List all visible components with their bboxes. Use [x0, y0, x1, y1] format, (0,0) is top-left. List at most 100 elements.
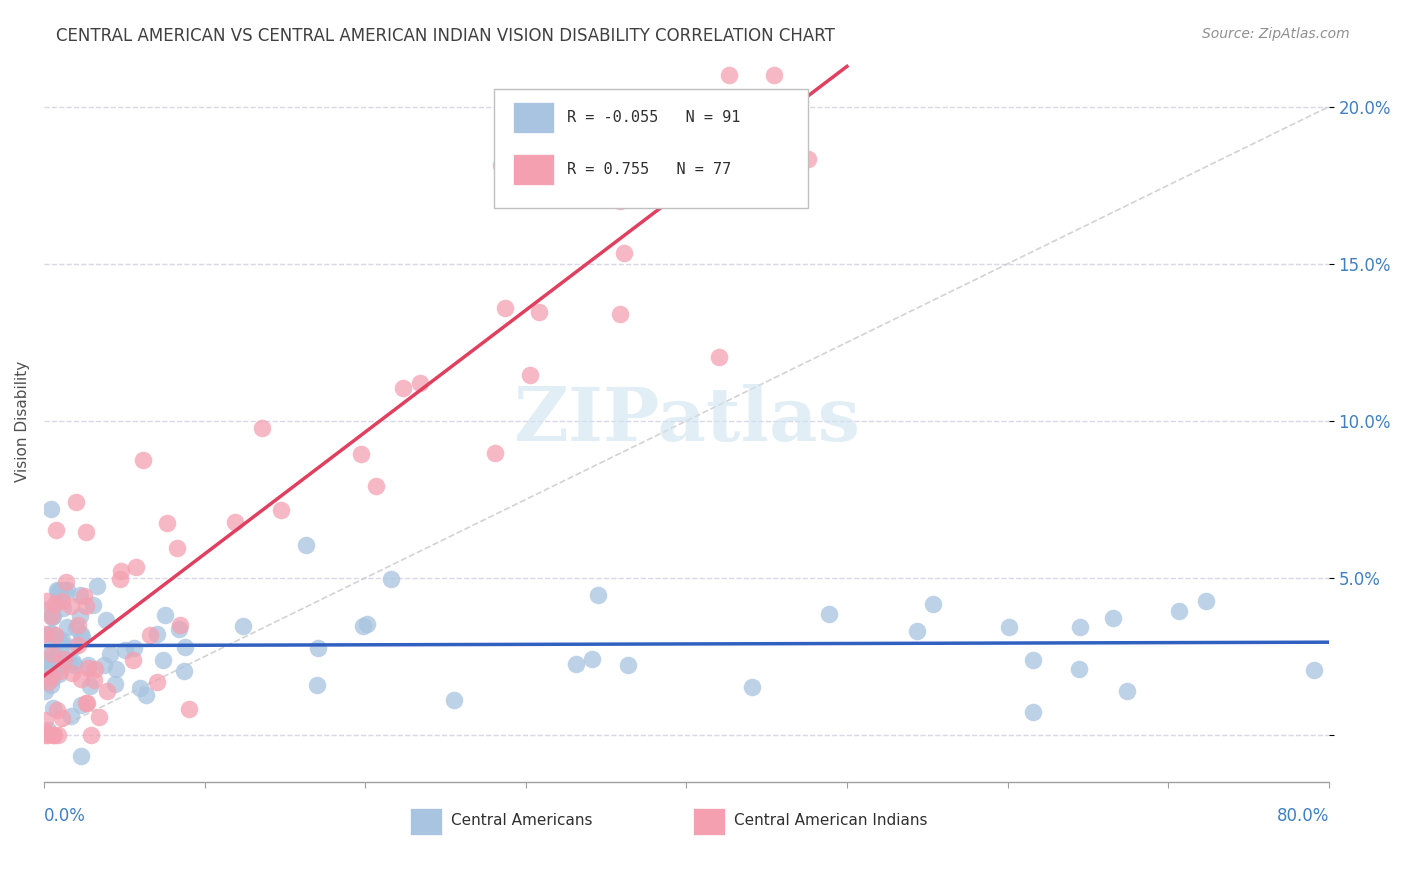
Point [41, 626, 63, 640]
Text: ZIPatlas: ZIPatlas [513, 384, 860, 458]
Point [93, 657, 115, 672]
Bar [513, 103, 554, 133]
Point [60, 708, 83, 723]
Point [48, 648, 70, 663]
Point [135, 688, 157, 702]
Point [80, 728, 103, 742]
Point [48, 667, 70, 681]
Point [352, 619, 374, 633]
Point [86, 579, 108, 593]
Point [37, 723, 59, 737]
Point [609, 307, 631, 321]
Point [169, 617, 191, 632]
Point [489, 158, 512, 172]
Point [122, 653, 145, 667]
Point [617, 658, 640, 673]
Point [356, 616, 378, 631]
Point [637, 153, 659, 167]
Point [34, 684, 56, 698]
Point [69, 609, 91, 624]
Point [37, 672, 59, 686]
Point [39, 609, 62, 624]
Point [922, 597, 945, 611]
Text: Source: ZipAtlas.com: Source: ZipAtlas.com [1202, 27, 1350, 41]
Point [51, 711, 73, 725]
Point [44, 628, 66, 642]
Point [82, 598, 104, 612]
Bar [693, 807, 725, 835]
Point [581, 652, 603, 666]
Point [681, 140, 703, 154]
Point [1116, 684, 1139, 698]
Point [125, 560, 148, 574]
Point [75, 524, 97, 539]
Point [167, 623, 190, 637]
Point [34, 713, 56, 727]
Point [718, 68, 741, 82]
Point [66, 638, 89, 652]
Point [41, 650, 63, 665]
Point [494, 301, 516, 315]
Point [741, 680, 763, 694]
Point [1022, 705, 1045, 719]
Point [409, 376, 432, 391]
Point [392, 381, 415, 395]
Point [52, 651, 75, 665]
Point [55, 574, 77, 589]
Point [79, 679, 101, 693]
Text: Central Americans: Central Americans [451, 814, 593, 828]
Point [108, 572, 131, 586]
Point [1303, 663, 1326, 677]
Point [39, 678, 62, 692]
Point [527, 305, 550, 319]
Point [41, 647, 63, 661]
Bar [411, 807, 443, 835]
Point [45, 636, 67, 650]
Point [709, 350, 731, 364]
Point [519, 368, 541, 382]
Point [443, 692, 465, 706]
Point [42, 650, 65, 665]
Point [124, 640, 146, 655]
Point [48, 632, 70, 646]
Point [69, 626, 91, 640]
Point [60, 599, 83, 613]
Point [380, 573, 402, 587]
Point [75, 599, 97, 613]
Point [56, 582, 79, 597]
Point [46, 584, 69, 599]
Point [682, 102, 704, 116]
Text: CENTRAL AMERICAN VS CENTRAL AMERICAN INDIAN VISION DISABILITY CORRELATION CHART: CENTRAL AMERICAN VS CENTRAL AMERICAN IND… [56, 27, 835, 45]
Point [46, 660, 69, 674]
Point [76, 696, 98, 710]
Point [52, 600, 75, 615]
Point [34, 603, 56, 617]
Point [41, 608, 63, 623]
Point [1194, 594, 1216, 608]
Point [35, 657, 58, 671]
Point [37, 674, 59, 689]
Point [38, 640, 60, 655]
Text: R = -0.055   N = 91: R = -0.055 N = 91 [567, 110, 740, 125]
Point [232, 619, 254, 633]
Point [138, 627, 160, 641]
Point [96, 683, 118, 698]
Point [65, 621, 87, 635]
Point [98, 648, 121, 662]
Point [364, 479, 387, 493]
Point [673, 164, 696, 178]
Point [307, 678, 329, 692]
Point [173, 665, 195, 679]
Point [173, 640, 195, 655]
Point [145, 627, 167, 641]
Point [110, 564, 132, 578]
FancyBboxPatch shape [494, 88, 808, 208]
Point [37, 728, 59, 742]
Point [34, 627, 56, 641]
Point [87, 710, 110, 724]
Point [58, 653, 80, 667]
Point [609, 194, 631, 208]
Point [69, 588, 91, 602]
Point [1168, 604, 1191, 618]
Point [39, 669, 62, 683]
